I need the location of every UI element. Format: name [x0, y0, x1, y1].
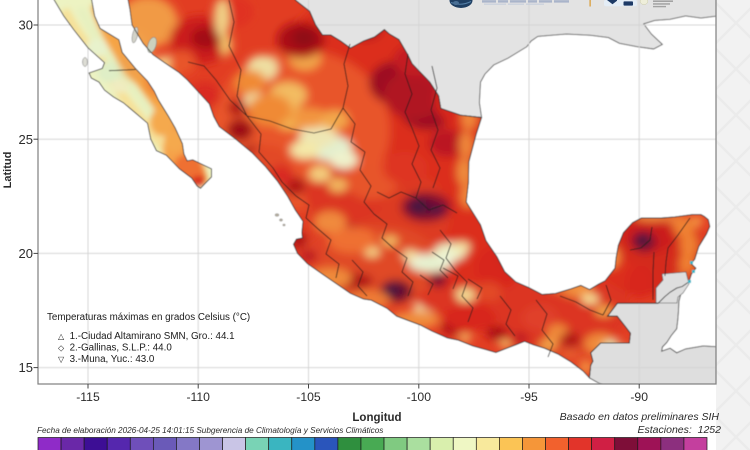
- svg-text:25: 25: [19, 132, 33, 147]
- svg-text:-90: -90: [630, 390, 648, 404]
- svg-text:▽ 3.-Muna, Yuc.: 43.0: ▽ 3.-Muna, Yuc.: 43.0: [58, 354, 155, 365]
- svg-text:Temperaturas máximas en grados: Temperaturas máximas en grados Celsius (…: [47, 312, 250, 323]
- svg-text:Longitud: Longitud: [352, 412, 401, 424]
- svg-text:20: 20: [19, 246, 33, 261]
- svg-text:Estaciones: 1252: Estaciones: 1252: [638, 424, 722, 436]
- svg-text:◇ 2.-Gallinas, S.L.P.: 44.0: ◇ 2.-Gallinas, S.L.P.: 44.0: [58, 343, 172, 354]
- svg-text:15: 15: [19, 360, 33, 375]
- svg-text:Latitud: Latitud: [2, 152, 14, 189]
- svg-text:Basado en datos preliminares S: Basado en datos preliminares SIH: [560, 411, 720, 423]
- svg-text:-95: -95: [520, 390, 538, 404]
- svg-text:△ 1.-Ciudad Altamirano SMN, G: △ 1.-Ciudad Altamirano SMN, Gro.: 44.1: [58, 331, 235, 342]
- svg-text:Fecha de elaboración 2026-04-2: Fecha de elaboración 2026-04-25 14:01:15…: [37, 426, 383, 435]
- svg-text:-100: -100: [407, 390, 432, 404]
- svg-text:-110: -110: [186, 390, 210, 404]
- svg-text:-115: -115: [76, 390, 100, 404]
- svg-text:30: 30: [19, 18, 33, 33]
- svg-text:-105: -105: [296, 390, 321, 404]
